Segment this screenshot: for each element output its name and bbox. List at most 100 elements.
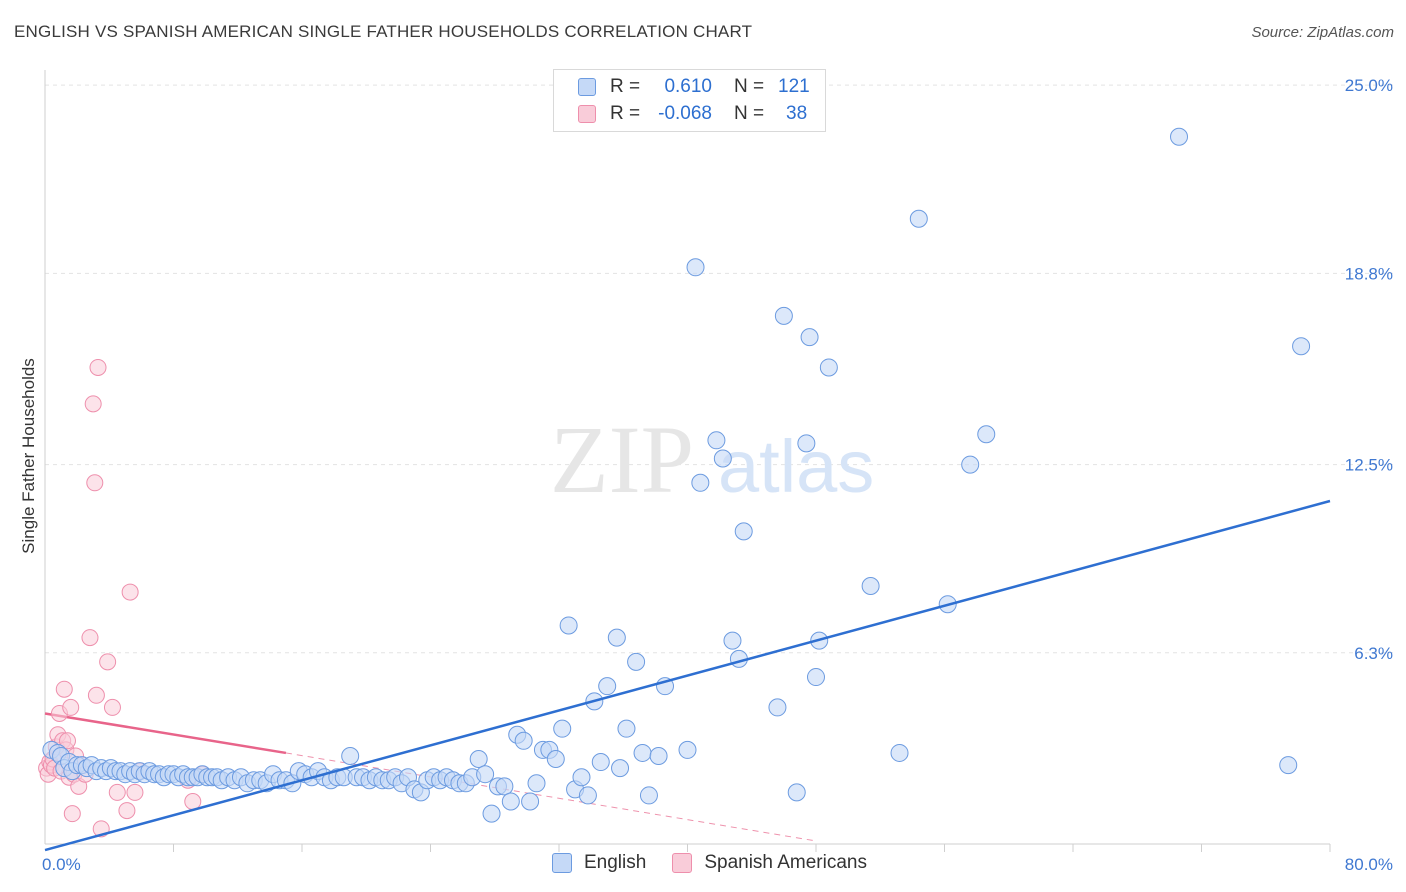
- english-point: [633, 743, 652, 762]
- legend-row-spanish: R = -0.068 N = 38: [578, 102, 807, 126]
- english-point: [713, 449, 732, 468]
- y-tick-label: 18.8%: [1345, 264, 1393, 283]
- spanish-point: [126, 783, 144, 801]
- english-legend-swatch: [552, 853, 572, 873]
- english-point: [476, 765, 495, 784]
- english-point: [591, 753, 610, 772]
- grid-layer: [45, 84, 1394, 654]
- english-point: [977, 425, 996, 444]
- spanish-legend-label: Spanish Americans: [704, 852, 867, 873]
- english-point: [1279, 756, 1298, 775]
- legend-item-english: English: [552, 852, 646, 874]
- watermark-zip: ZIP: [550, 406, 694, 513]
- english-r-value: 0.610: [664, 76, 712, 97]
- legend-row-english: R = 0.610 N = 121: [578, 75, 810, 99]
- spanish-point: [86, 474, 104, 492]
- spanish-point: [84, 395, 102, 413]
- english-point: [627, 652, 646, 671]
- english-n-label: N =: [734, 76, 765, 97]
- english-point: [546, 750, 565, 769]
- spanish-swatch: [578, 105, 596, 123]
- y-axis-label: Single Father Households: [19, 358, 38, 554]
- english-point: [649, 746, 668, 765]
- english-point: [495, 777, 514, 796]
- english-point: [1292, 337, 1311, 356]
- english-point: [572, 768, 591, 787]
- y-tick-label: 6.3%: [1354, 644, 1393, 663]
- spanish-trend-extension: [285, 752, 817, 842]
- trend-layer: [44, 712, 817, 842]
- x-tick-label-max: 80.0%: [1345, 855, 1393, 874]
- english-point: [611, 759, 630, 778]
- english-point: [527, 774, 546, 793]
- spanish-point: [99, 653, 117, 671]
- english-point: [800, 328, 819, 347]
- spanish-point: [108, 783, 126, 801]
- english-point: [909, 209, 928, 228]
- correlation-legend: R = 0.610 N = 121 R = -0.068 N = 38: [553, 69, 826, 132]
- english-point: [890, 743, 909, 762]
- source-label: Source: ZipAtlas.com: [1251, 24, 1394, 41]
- y-tick-label: 12.5%: [1345, 456, 1393, 475]
- english-point: [787, 783, 806, 802]
- english-points: [42, 127, 1311, 823]
- spanish-point: [118, 802, 136, 820]
- spanish-point: [62, 698, 80, 716]
- spanish-point: [55, 680, 73, 698]
- english-point: [678, 740, 697, 759]
- spanish-point: [121, 583, 139, 601]
- english-r-label: R =: [610, 76, 641, 97]
- spanish-point: [63, 805, 81, 823]
- english-point: [797, 434, 816, 453]
- axis-layer: [44, 70, 1331, 852]
- chart-title: ENGLISH VS SPANISH AMERICAN SINGLE FATHE…: [14, 22, 753, 41]
- english-point: [469, 750, 488, 769]
- spanish-point: [87, 686, 105, 704]
- spanish-point: [89, 358, 107, 376]
- english-swatch: [578, 78, 596, 96]
- english-point: [617, 719, 636, 738]
- english-point: [734, 522, 753, 541]
- english-point: [961, 455, 980, 474]
- english-trend-line: [44, 499, 1331, 852]
- spanish-n-label: N =: [734, 103, 765, 124]
- english-legend-label: English: [584, 852, 647, 873]
- spanish-point: [58, 732, 76, 750]
- english-point: [521, 792, 540, 811]
- spanish-point: [103, 698, 121, 716]
- english-point: [559, 616, 578, 635]
- spanish-legend-swatch: [672, 853, 693, 873]
- spanish-point: [184, 793, 202, 811]
- english-point: [861, 577, 880, 595]
- legend-item-spanish: Spanish Americans: [672, 852, 867, 874]
- english-point: [686, 258, 705, 277]
- english-point: [607, 628, 626, 647]
- english-point: [553, 719, 572, 738]
- english-point: [578, 786, 597, 805]
- english-point: [768, 698, 787, 717]
- spanish-n-value: 38: [786, 103, 808, 124]
- english-point: [707, 431, 726, 450]
- watermark-atlas: atlas: [718, 425, 874, 508]
- spanish-trend-line: [44, 712, 287, 755]
- english-point: [501, 792, 520, 811]
- english-point: [482, 804, 501, 823]
- english-point: [774, 306, 793, 325]
- english-point: [598, 677, 617, 696]
- series-legend: English Spanish Americans: [552, 852, 893, 874]
- english-point: [819, 358, 838, 377]
- label-layer: 6.3% 12.5% 18.8% 25.0% 0.0% 80.0%: [42, 76, 1393, 874]
- english-point: [1170, 127, 1189, 146]
- english-point: [723, 631, 742, 650]
- x-tick-label-min: 0.0%: [42, 855, 81, 874]
- english-point: [691, 473, 710, 492]
- y-tick-label: 25.0%: [1345, 76, 1393, 95]
- english-point: [341, 746, 360, 765]
- english-n-value: 121: [778, 76, 810, 97]
- english-point: [514, 731, 533, 750]
- spanish-r-value: -0.068: [658, 103, 712, 124]
- english-point: [639, 786, 658, 805]
- spanish-r-label: R =: [610, 103, 641, 124]
- spanish-point: [81, 629, 99, 647]
